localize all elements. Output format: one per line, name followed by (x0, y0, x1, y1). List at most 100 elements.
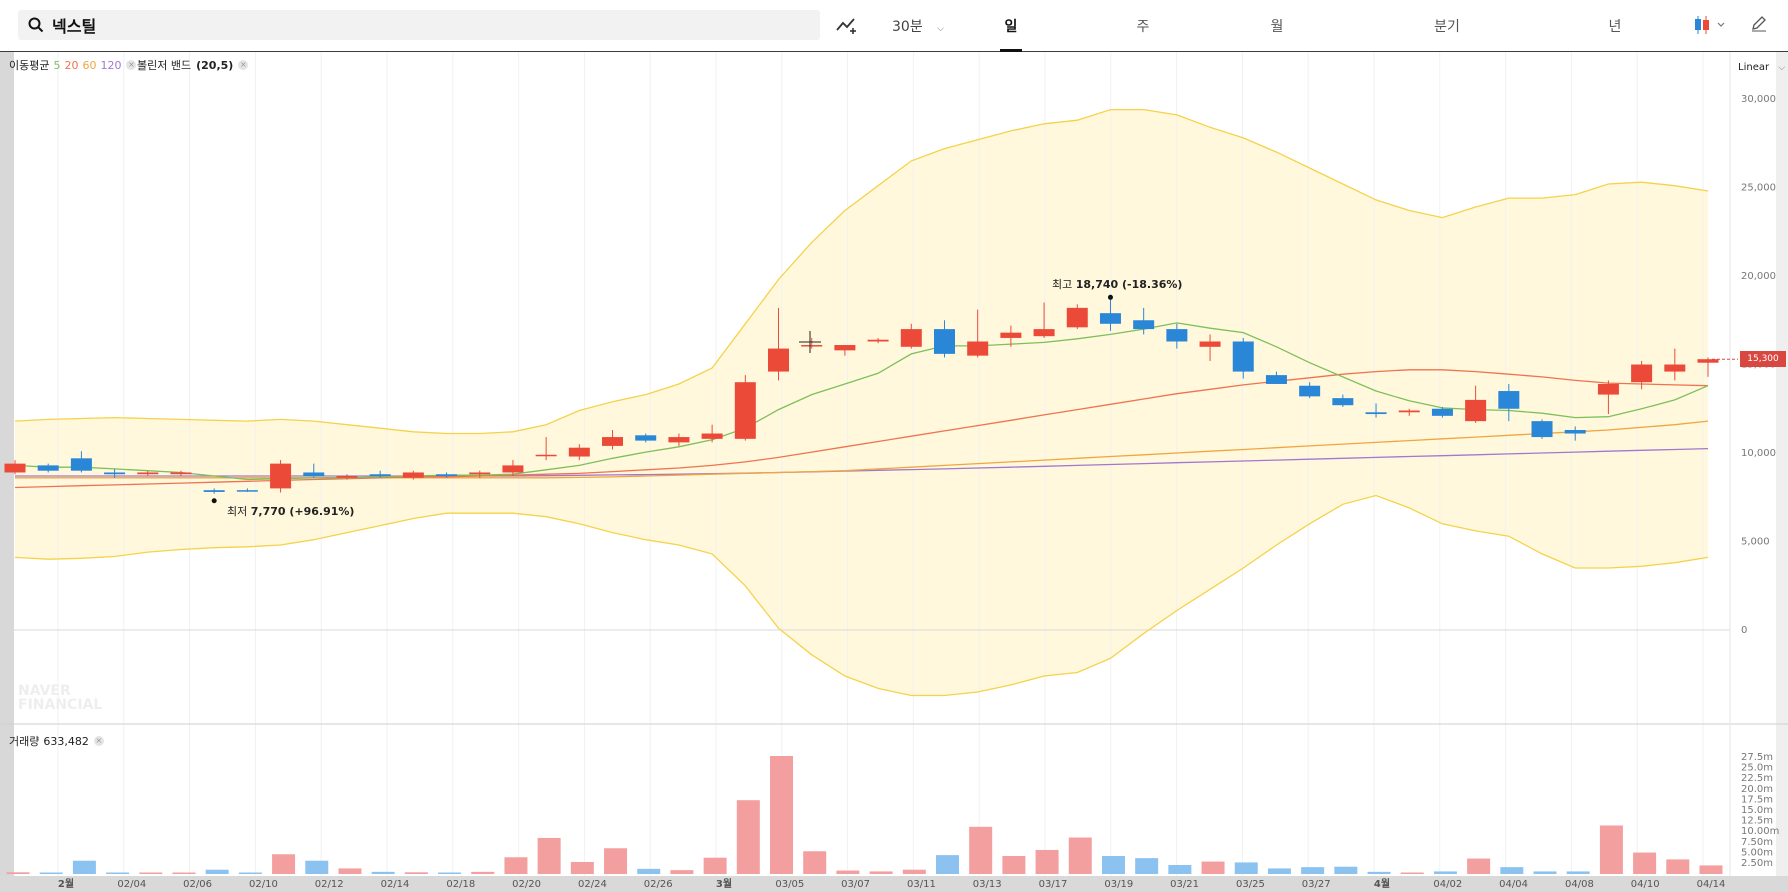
candle-body[interactable] (1033, 329, 1055, 337)
candle-body[interactable] (137, 472, 159, 475)
close-volume-icon[interactable]: × (93, 736, 104, 746)
candle-body[interactable] (402, 472, 424, 478)
scale-dropdown[interactable]: Linear ⌵ (1738, 62, 1785, 73)
candle-body[interactable] (867, 339, 889, 342)
volume-bar[interactable] (139, 872, 163, 875)
volume-bar[interactable] (703, 857, 727, 874)
tab-year[interactable]: 년 (1602, 0, 1628, 52)
candle-body[interactable] (1332, 398, 1354, 406)
volume-bar[interactable] (604, 848, 628, 874)
volume-bar[interactable] (72, 860, 96, 874)
volume-bar[interactable] (902, 869, 926, 874)
volume-bar[interactable] (6, 872, 30, 874)
candle-body[interactable] (1531, 421, 1553, 438)
volume-bar[interactable] (1599, 825, 1623, 874)
candle-body[interactable] (801, 345, 823, 347)
volume-bar[interactable] (1533, 871, 1557, 874)
candle-body[interactable] (1365, 412, 1387, 415)
volume-bar[interactable] (537, 837, 561, 874)
volume-bar[interactable] (836, 870, 860, 874)
candle-body[interactable] (1066, 307, 1088, 328)
search-bar[interactable]: 넥스틸 (18, 10, 820, 40)
candle-body[interactable] (70, 458, 92, 471)
volume-bar[interactable] (570, 861, 594, 874)
volume-bar[interactable] (935, 855, 959, 874)
volume-bar[interactable] (1666, 859, 1690, 874)
volume-bar[interactable] (770, 756, 794, 874)
pencil-icon[interactable] (1750, 14, 1768, 36)
candle-body[interactable] (900, 329, 922, 347)
volume-bar[interactable] (172, 872, 196, 875)
candle-body[interactable] (170, 472, 192, 475)
candle-body[interactable] (236, 490, 258, 492)
tab-week[interactable]: 주 (1130, 0, 1156, 52)
volume-bar[interactable] (637, 868, 661, 874)
candle-body[interactable] (768, 348, 790, 372)
volume-bar[interactable] (969, 826, 993, 874)
volume-bar[interactable] (1035, 849, 1059, 874)
candle-body[interactable] (568, 447, 590, 457)
chart-type-icon[interactable] (1694, 14, 1728, 40)
candle-body[interactable] (104, 472, 126, 475)
add-indicator-icon[interactable] (836, 15, 860, 39)
volume-bar[interactable] (1699, 865, 1723, 874)
candle-body[interactable] (1597, 383, 1619, 395)
candle-body[interactable] (436, 474, 458, 477)
candle-body[interactable] (967, 341, 989, 356)
volume-bar[interactable] (1633, 852, 1657, 874)
volume-bar[interactable] (1101, 855, 1125, 874)
candle-body[interactable] (1465, 399, 1487, 422)
candle-body[interactable] (701, 433, 723, 439)
candle-body[interactable] (1664, 364, 1686, 372)
candle-body[interactable] (1631, 364, 1653, 383)
volume-bar[interactable] (1301, 867, 1325, 874)
tab-day[interactable]: 일 (998, 0, 1024, 52)
volume-bar[interactable] (1068, 837, 1092, 874)
candle-body[interactable] (734, 382, 756, 439)
candle-body[interactable] (1099, 313, 1121, 324)
volume-bar[interactable] (305, 860, 329, 874)
interval-dropdown[interactable]: 30분 ⌵ (892, 16, 944, 36)
candle-body[interactable] (1564, 429, 1586, 434)
candle-body[interactable] (1232, 341, 1254, 372)
volume-bar[interactable] (869, 871, 893, 874)
tab-quarter[interactable]: 분기 (1424, 0, 1470, 52)
volume-bar[interactable] (1002, 855, 1026, 874)
volume-bar[interactable] (1201, 861, 1225, 874)
candle-body[interactable] (1166, 329, 1188, 342)
volume-bar[interactable] (1367, 871, 1391, 874)
volume-bar[interactable] (1467, 858, 1491, 874)
volume-bar[interactable] (205, 869, 229, 874)
candle-body[interactable] (535, 454, 557, 457)
candle-body[interactable] (1697, 359, 1719, 363)
candle-body[interactable] (1498, 391, 1520, 409)
candle-body[interactable] (1265, 375, 1287, 384)
volume-bar[interactable] (371, 871, 395, 874)
volume-bar[interactable] (471, 871, 495, 874)
volume-bar[interactable] (803, 851, 827, 874)
volume-bar[interactable] (1500, 867, 1524, 874)
volume-bar[interactable] (504, 857, 528, 874)
candle-body[interactable] (502, 465, 524, 473)
volume-bar[interactable] (404, 872, 428, 874)
candle-body[interactable] (369, 474, 391, 477)
volume-bar[interactable] (1566, 871, 1590, 874)
candle-body[interactable] (635, 435, 657, 441)
tab-month[interactable]: 월 (1264, 0, 1290, 52)
volume-bar[interactable] (736, 800, 760, 874)
volume-bar[interactable] (1433, 871, 1457, 874)
candle-body[interactable] (469, 472, 491, 475)
candle-body[interactable] (1000, 332, 1022, 338)
candle-body[interactable] (1199, 341, 1221, 347)
volume-bar[interactable] (272, 854, 296, 874)
volume-bar[interactable] (1400, 872, 1424, 875)
volume-bar[interactable] (238, 872, 262, 875)
search-query[interactable]: 넥스틸 (52, 17, 97, 36)
candle-body[interactable] (1133, 320, 1155, 330)
candle-body[interactable] (4, 463, 26, 473)
candle-body[interactable] (270, 463, 292, 489)
volume-bar[interactable] (1267, 868, 1291, 874)
volume-bar[interactable] (1135, 858, 1159, 874)
volume-bar[interactable] (39, 872, 63, 875)
